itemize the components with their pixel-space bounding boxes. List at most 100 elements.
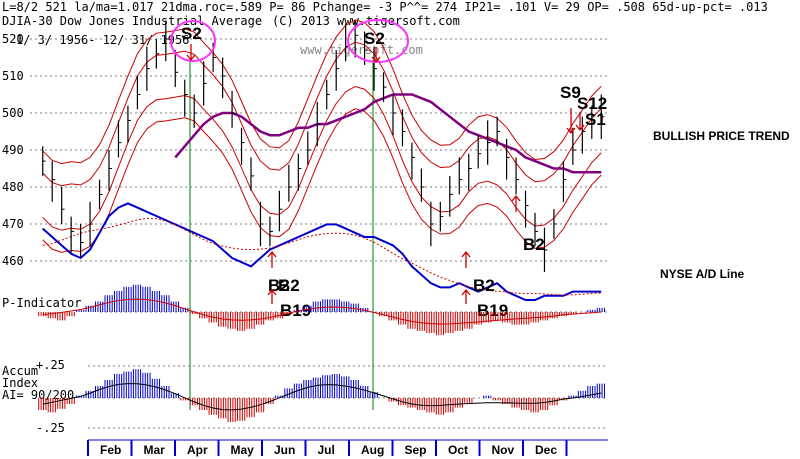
signal-s2-aug: S2 [364, 29, 385, 48]
price-bar [382, 72, 387, 102]
price-bar [487, 120, 491, 165]
signal-s2-apr: S2 [181, 24, 202, 43]
price-bar [288, 164, 292, 202]
accum-bars [38, 369, 605, 422]
s2-highlight-circle-1 [170, 20, 216, 62]
month-label: Jun [274, 443, 295, 457]
price-tick-label: 480 [2, 180, 24, 194]
buy-arrow-5 [461, 288, 471, 304]
price-bar [240, 127, 245, 165]
signal-b2-may-2: B2 [278, 276, 300, 295]
buy-arrow-3 [511, 194, 521, 212]
price-bar [70, 216, 75, 254]
price-bar [89, 201, 94, 247]
p-indicator-ma [42, 298, 602, 325]
nyse-ad-label: NYSE A/D Line [660, 267, 745, 281]
price-bar [51, 161, 56, 202]
price-bar [98, 179, 103, 210]
p-indicator-bars [38, 284, 605, 336]
ad-ma-polyline [42, 217, 602, 296]
date-range: 1/ 3/ 1956- 12/ 31/ 1956 [16, 33, 189, 47]
price-bar [430, 201, 434, 247]
price-bar [411, 142, 415, 180]
month-axis: Feb Mar Apr May Jun Jul Aug Sep Oct Nov Dec [87, 439, 608, 457]
accum-ma-line [42, 383, 602, 411]
price-bar [203, 61, 207, 106]
price-bar [222, 57, 226, 99]
price-bar [373, 46, 378, 91]
chart-title: DJIA-30 Dow Jones Industrial Average [2, 14, 262, 28]
price-bar [193, 94, 198, 128]
accum-minus-label: -.25 [36, 421, 65, 435]
buy-arrow-4 [267, 288, 277, 304]
price-bar [108, 150, 112, 191]
month-label: Apr [187, 443, 208, 457]
price-bar [458, 157, 463, 195]
ad-polyline [42, 202, 602, 301]
accum-ma [42, 383, 602, 411]
price-bar [524, 190, 529, 228]
s2-highlight-circle-2 [347, 19, 409, 63]
lower-band-inner [42, 86, 602, 231]
price-bar [506, 138, 510, 180]
price-bar [553, 209, 557, 239]
price-bar [562, 161, 567, 202]
signal-b2-may: B2 [268, 276, 290, 295]
price-bar [165, 20, 169, 62]
upper-band-inner [42, 41, 602, 187]
price-bar [515, 157, 520, 195]
nyse-ad-line [42, 202, 602, 301]
price-bar [581, 116, 586, 154]
sell-arrow-1 [186, 44, 196, 62]
price-bar [439, 201, 444, 232]
month-label: Jul [318, 443, 335, 457]
price-bar [61, 187, 65, 224]
signal-s1: S1 [585, 110, 606, 129]
price-bar [42, 146, 46, 176]
price-tick-label: 470 [2, 217, 24, 231]
price-tick-label: 520 [2, 32, 24, 46]
sell-arrow-4 [575, 112, 585, 132]
price-bar [136, 76, 141, 110]
price-tick-label: 510 [2, 69, 24, 83]
moving-average-line [174, 93, 602, 174]
price-bar [79, 224, 84, 258]
price-bar [543, 227, 548, 273]
lower-band-outer [42, 108, 602, 253]
price-bar [174, 50, 179, 88]
price-bar [250, 157, 254, 191]
buy-arrow-1 [267, 250, 277, 268]
month-label: Aug [361, 443, 384, 457]
price-bands [42, 19, 602, 253]
price-bar [477, 135, 482, 169]
price-bar [572, 127, 576, 165]
price-bar [146, 46, 150, 91]
price-tick-label: 490 [2, 143, 24, 157]
signal-b2-sep: B2 [473, 276, 495, 295]
signal-s12: S12 [577, 94, 607, 113]
p-indicator-label: P-Indicator [2, 296, 81, 310]
sell-arrow-3 [566, 108, 576, 135]
p-indicator-ma-line [42, 298, 602, 325]
price-tick-label: 500 [2, 106, 24, 120]
signal-s9: S9 [560, 83, 581, 102]
price-bar [449, 175, 453, 217]
price-y-tick-labels: 460 470 480 490 500 510 520 [2, 32, 24, 268]
price-bar [534, 212, 538, 247]
price-tick-label: 460 [2, 254, 24, 268]
price-bar [297, 153, 302, 191]
price-bar [335, 50, 340, 91]
accum-label-2: Index [2, 376, 38, 390]
price-bar [316, 101, 321, 147]
price-bar [231, 90, 236, 128]
upper-band-outer [42, 19, 602, 165]
accum-plus-label: +.25 [36, 358, 65, 372]
price-bar [600, 94, 605, 139]
month-label: May [231, 443, 255, 457]
price-bar [278, 190, 283, 232]
month-label: Dec [535, 443, 557, 457]
signals: S2 S2 S9 S12 S1 B2 B2 B19 B2 B19 B2 [181, 24, 607, 320]
bullish-trend-label: BULLISH PRICE TREND [653, 129, 790, 143]
price-bar [259, 201, 264, 247]
